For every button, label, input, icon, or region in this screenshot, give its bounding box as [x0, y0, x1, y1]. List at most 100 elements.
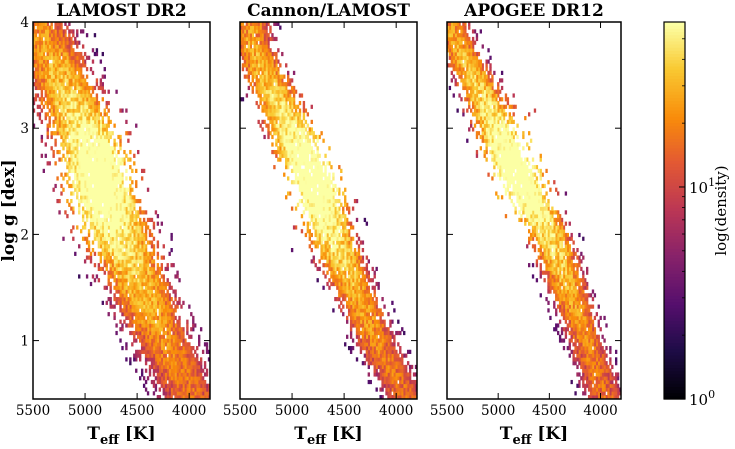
density-cell — [397, 364, 400, 370]
density-cell — [597, 383, 600, 388]
density-cell — [275, 59, 278, 64]
density-cell — [184, 372, 187, 377]
density-cell — [113, 187, 116, 192]
density-cell — [164, 266, 167, 272]
density-cell — [371, 266, 374, 272]
density-cell — [412, 383, 416, 388]
density-cell — [355, 289, 359, 294]
density-cell — [605, 395, 608, 399]
density-cell — [62, 89, 65, 94]
density-cell — [241, 29, 245, 34]
density-cell — [326, 259, 329, 264]
density-cell — [129, 315, 132, 321]
density-cell — [346, 244, 349, 249]
density-cell — [62, 123, 65, 128]
density-cell — [275, 74, 278, 79]
density-cell — [312, 206, 315, 211]
density-cell — [127, 225, 130, 230]
density-cell — [184, 357, 187, 362]
density-cell — [68, 183, 71, 189]
density-cell — [44, 25, 47, 30]
density-cell — [60, 85, 63, 91]
density-cell — [125, 176, 128, 181]
density-cell — [314, 168, 317, 173]
density-cell — [95, 82, 99, 87]
density-cell — [62, 131, 65, 136]
density-cell — [310, 240, 313, 245]
density-cell — [87, 142, 91, 147]
density-cell — [56, 131, 59, 136]
density-cell — [285, 195, 288, 200]
density-cell — [391, 357, 394, 362]
density-cell — [166, 330, 169, 336]
density-cell — [172, 327, 175, 332]
density-cell — [154, 361, 158, 366]
density-cell — [192, 346, 195, 351]
density-cell — [312, 195, 315, 200]
density-cell — [375, 357, 378, 362]
density-cell — [60, 104, 63, 109]
density-cell — [361, 266, 365, 272]
density-cell — [377, 312, 380, 317]
density-cell — [292, 97, 296, 102]
density-cell — [121, 285, 124, 290]
density-cell — [87, 255, 91, 260]
density-cell — [300, 198, 304, 204]
density-cell — [162, 281, 165, 287]
density-cell — [255, 67, 258, 72]
density-cell — [401, 361, 404, 366]
density-cell — [72, 51, 75, 57]
density-cell — [52, 119, 55, 124]
density-cell — [199, 327, 203, 332]
density-cell — [170, 315, 173, 321]
density-cell — [320, 191, 323, 196]
density-cell — [152, 346, 156, 351]
density-cell — [80, 187, 83, 192]
density-cell — [58, 119, 61, 124]
density-cell — [353, 278, 357, 283]
density-cell — [351, 315, 355, 321]
density-cell — [78, 127, 81, 132]
density-cell — [279, 100, 282, 106]
density-cell — [137, 236, 140, 241]
density-cell — [241, 51, 245, 57]
density-cell — [269, 85, 272, 91]
density-cell — [131, 297, 134, 302]
density-cell — [389, 349, 392, 354]
density-cell — [78, 119, 81, 124]
density-cell — [135, 240, 138, 245]
density-cell — [113, 229, 116, 234]
density-cell — [349, 263, 353, 268]
density-cell — [144, 251, 148, 256]
density-cell — [111, 244, 114, 249]
density-cell — [140, 338, 144, 343]
density-cell — [101, 168, 104, 173]
density-cell — [261, 48, 264, 53]
density-cell — [87, 112, 91, 117]
density-cell — [142, 232, 146, 238]
density-cell — [80, 142, 83, 147]
density-cell — [243, 63, 247, 68]
density-cell — [271, 100, 274, 106]
density-cell — [91, 149, 95, 155]
density-cell — [160, 346, 163, 351]
density-cell — [332, 251, 335, 256]
density-cell — [99, 142, 103, 147]
density-cell — [162, 342, 165, 347]
density-cell — [50, 51, 53, 57]
density-cell — [326, 191, 329, 196]
density-cell — [245, 63, 249, 68]
density-cell — [140, 315, 144, 321]
density-cell — [81, 206, 85, 211]
density-cell — [306, 165, 310, 170]
density-cell — [64, 127, 67, 132]
density-cell — [142, 240, 146, 245]
density-cell — [70, 119, 73, 124]
density-cell — [121, 198, 124, 204]
density-cell — [150, 259, 154, 264]
density-cell — [40, 134, 44, 140]
density-cell — [101, 119, 104, 124]
density-cell — [44, 93, 47, 98]
density-cell — [113, 217, 116, 223]
density-cell — [89, 100, 93, 106]
